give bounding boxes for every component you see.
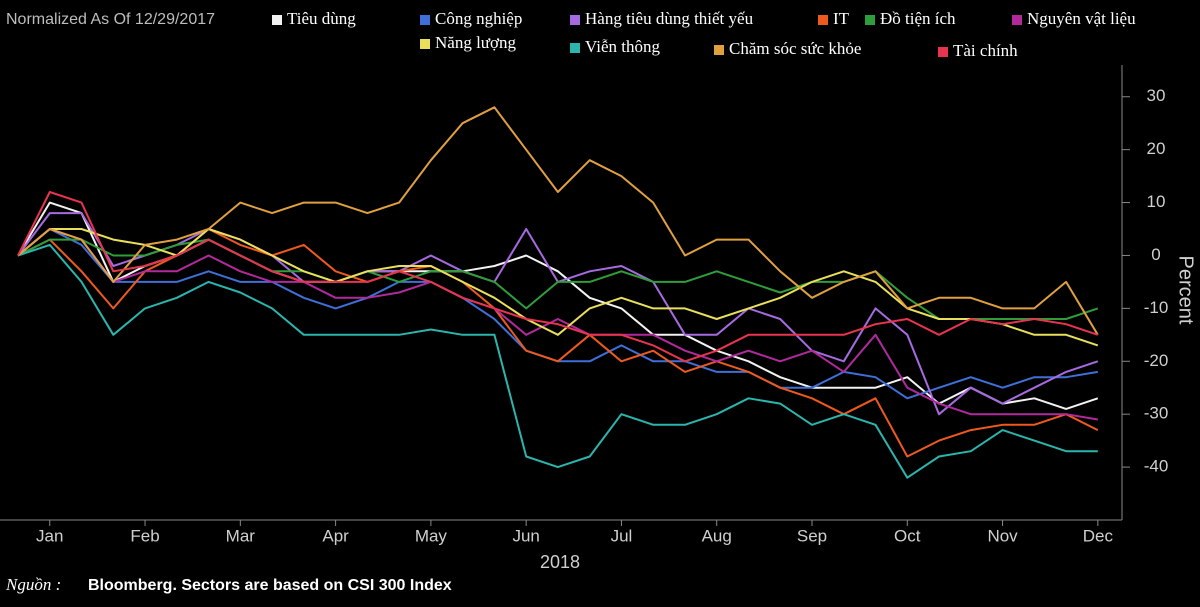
y-tick-label: -40 (1144, 457, 1169, 476)
x-tick-label: Feb (130, 526, 159, 545)
x-tick-label: Apr (322, 526, 349, 545)
legend-swatch (570, 15, 580, 25)
series-line (17, 201, 1099, 410)
series-line (17, 228, 1099, 347)
legend-swatch (714, 45, 724, 55)
legend-label: Tiêu dùng (287, 9, 356, 28)
legend-label: IT (833, 9, 850, 28)
x-axis-label: 2018 (540, 552, 580, 572)
legend-swatch (938, 47, 948, 57)
legend-label: Nguyên vật liệu (1027, 9, 1136, 28)
y-tick-label: -10 (1144, 298, 1169, 317)
legend-label: Hàng tiêu dùng thiết yếu (585, 9, 754, 28)
legend-label: Tài chính (953, 41, 1018, 60)
x-tick-label: Oct (894, 526, 921, 545)
legend-swatch (570, 43, 580, 53)
series-line (17, 191, 1099, 363)
legend-label: Viễn thông (585, 37, 660, 56)
series-line (17, 228, 1098, 421)
y-tick-label: 30 (1147, 86, 1166, 105)
legend-swatch (420, 15, 430, 25)
series-line (17, 212, 1099, 416)
y-tick-label: -30 (1144, 404, 1169, 423)
y-tick-label: 10 (1147, 192, 1166, 211)
x-tick-label: May (415, 526, 448, 545)
legend-label: Đồ tiện ích (880, 9, 956, 28)
legend-label: Công nghiệp (435, 9, 522, 28)
series-line (17, 238, 1099, 320)
source: Bloomberg. Sectors are based on CSI 300 … (88, 577, 452, 594)
x-tick-label: Dec (1083, 526, 1114, 545)
x-tick-label: Jul (611, 526, 633, 545)
legend-label: Chăm sóc sức khỏe (729, 39, 861, 58)
legend-swatch (865, 15, 875, 25)
x-tick-label: Nov (987, 526, 1018, 545)
y-tick-label: -20 (1144, 351, 1169, 370)
source-label: Nguồn : (5, 575, 61, 594)
legend-swatch (420, 39, 430, 49)
y-tick-label: 20 (1147, 139, 1166, 158)
legend-swatch (1012, 15, 1022, 25)
x-tick-label: Aug (702, 526, 732, 545)
series-line (17, 228, 1099, 458)
legend-swatch (818, 15, 828, 25)
x-tick-label: Jun (512, 526, 539, 545)
subtitle: Normalized As Of 12/29/2017 (6, 11, 215, 28)
y-tick-label: 0 (1151, 245, 1160, 264)
series-line (17, 106, 1099, 336)
x-tick-label: Mar (226, 526, 256, 545)
x-tick-label: Jan (36, 526, 63, 545)
legend-label: Năng lượng (435, 33, 516, 52)
series-line (17, 243, 1098, 479)
y-axis-label: Percent (1175, 256, 1197, 325)
legend-swatch (272, 15, 282, 25)
x-tick-label: Sep (797, 526, 827, 545)
